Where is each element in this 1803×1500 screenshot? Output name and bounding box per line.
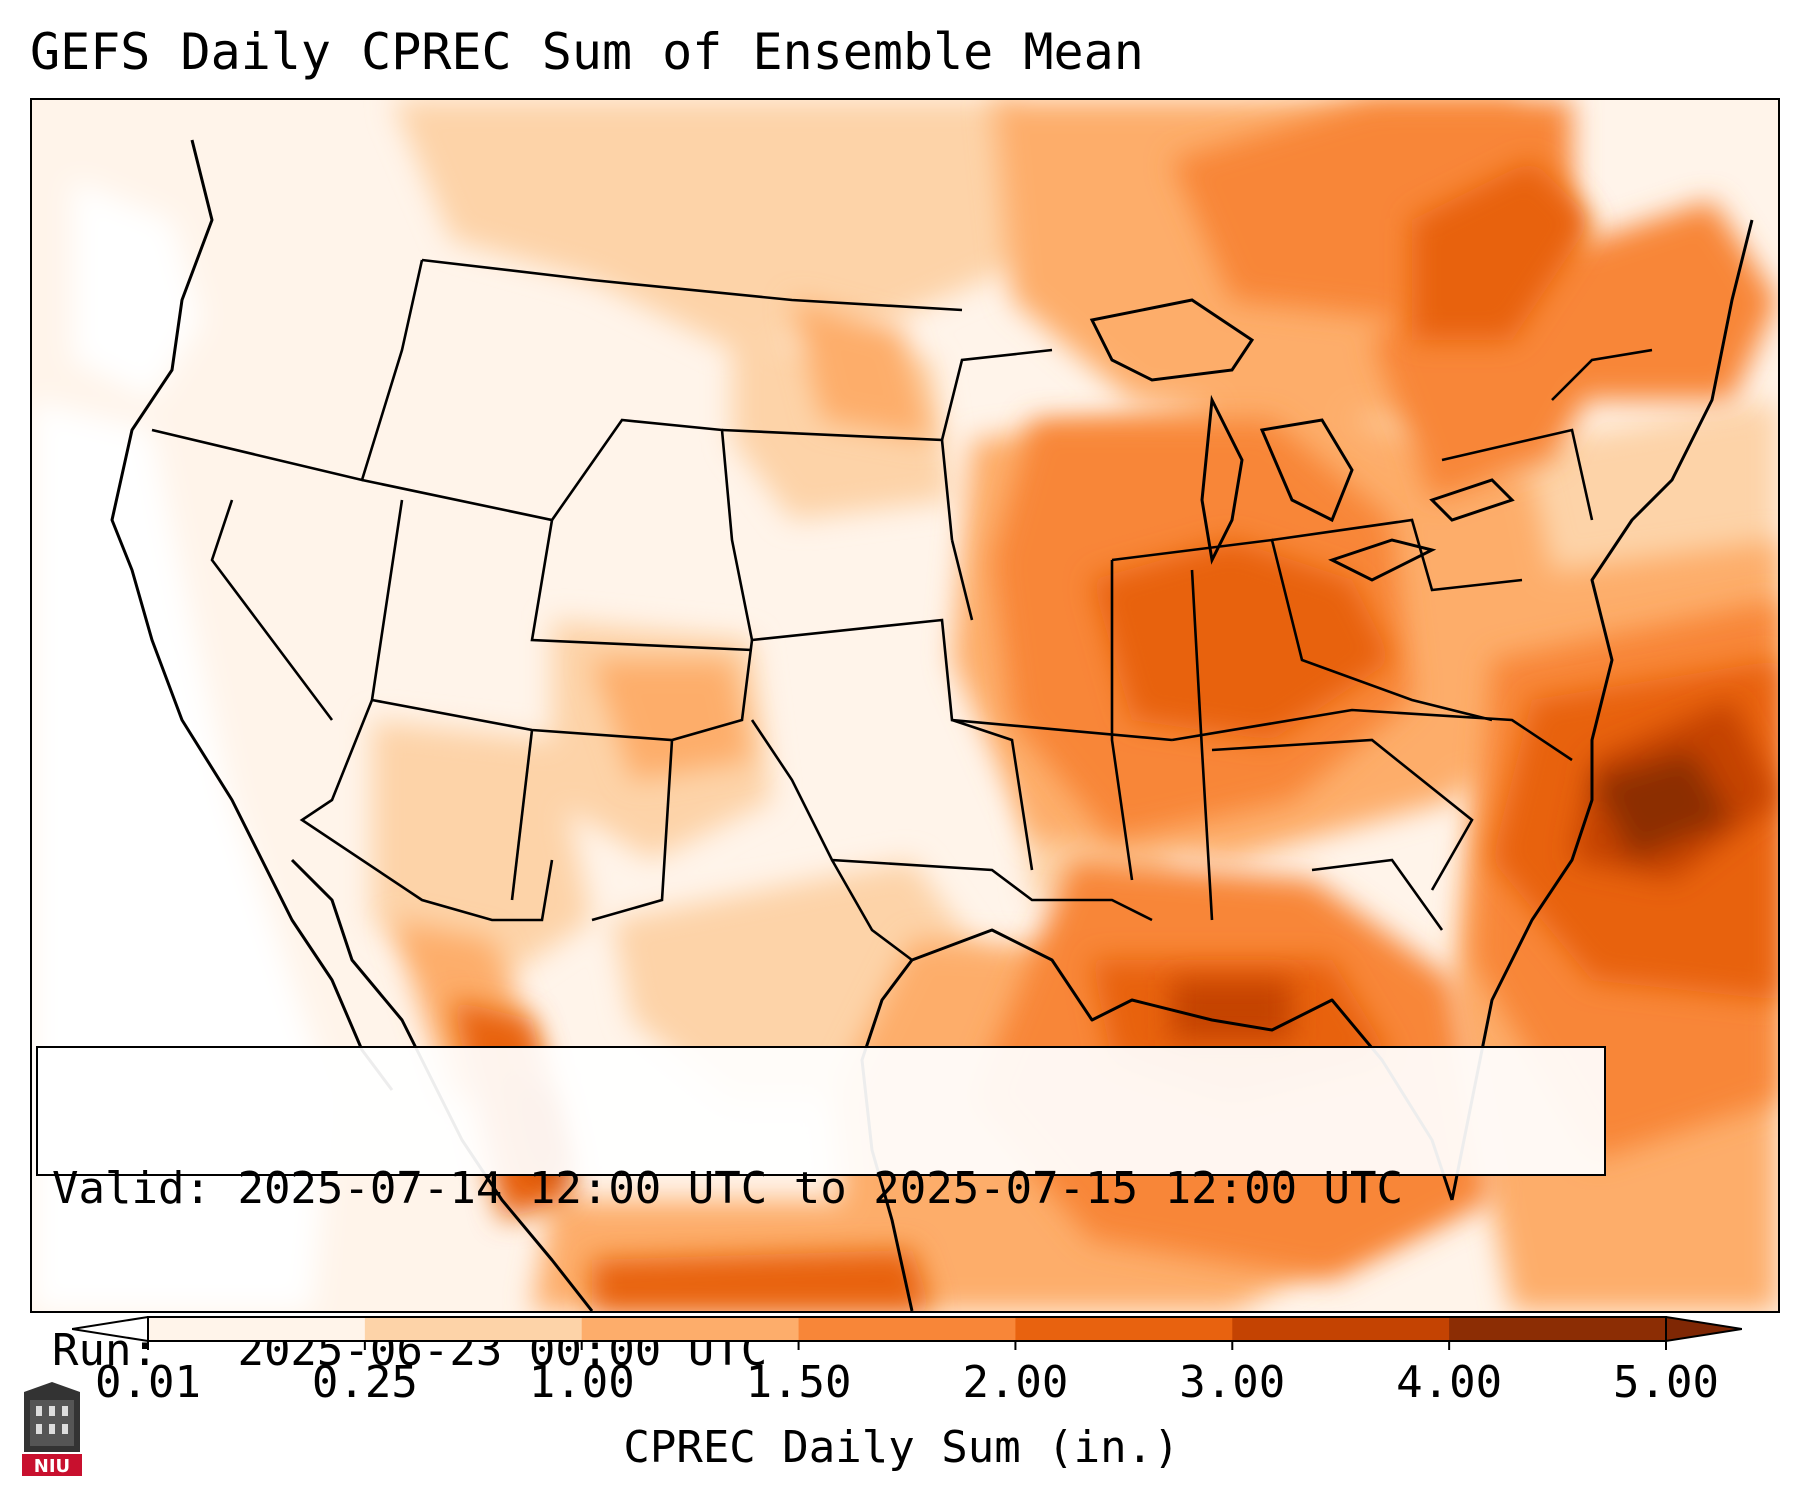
colorbar-segment bbox=[148, 1317, 366, 1341]
colorbar-segment bbox=[1015, 1317, 1233, 1341]
colorbar-tick-label: 1.00 bbox=[528, 1357, 635, 1408]
colorbar-segment bbox=[798, 1317, 1016, 1341]
colorbar-tick-label: 1.50 bbox=[745, 1357, 852, 1408]
coastlines bbox=[110, 139, 1754, 1311]
colorbar-label: CPREC Daily Sum (in.) bbox=[623, 1422, 1180, 1473]
valid-row: Valid: 2025-07-14 12:00 UTC to 2025-07-1… bbox=[52, 1162, 1604, 1216]
valid-value: 2025-07-14 12:00 UTC to 2025-07-15 12:00… bbox=[237, 1163, 1404, 1214]
colorbar-tick-label: 2.00 bbox=[962, 1357, 1069, 1408]
chart-title: GEFS Daily CPREC Sum of Ensemble Mean bbox=[30, 23, 1144, 81]
university-building-icon: NIU bbox=[22, 1382, 82, 1477]
colorbar-tick-label: 0.25 bbox=[311, 1357, 418, 1408]
great-lakes bbox=[1089, 298, 1515, 582]
colorbar-segment bbox=[1449, 1317, 1667, 1341]
valid-run-box: Valid: 2025-07-14 12:00 UTC to 2025-07-1… bbox=[36, 1046, 1606, 1376]
colorbar-tick-label: 4.00 bbox=[1396, 1357, 1503, 1408]
logo-text: NIU bbox=[34, 1456, 70, 1477]
colorbar-tick-label: 5.00 bbox=[1613, 1357, 1719, 1408]
colorbar-segment bbox=[1232, 1317, 1450, 1341]
colorbar-under-triangle bbox=[72, 1316, 149, 1343]
colorbar-segment bbox=[364, 1317, 583, 1341]
colorbar-tick-label: 3.00 bbox=[1179, 1357, 1286, 1408]
colorbar-tick-label: 0.01 bbox=[95, 1357, 201, 1408]
colorbar bbox=[72, 1316, 1742, 1350]
valid-label: Valid: bbox=[52, 1163, 211, 1214]
state-borders bbox=[151, 258, 1653, 962]
colorbar-frame bbox=[147, 1316, 1667, 1342]
colorbar-over-triangle bbox=[1665, 1316, 1742, 1343]
colorbar-segment bbox=[581, 1317, 800, 1341]
